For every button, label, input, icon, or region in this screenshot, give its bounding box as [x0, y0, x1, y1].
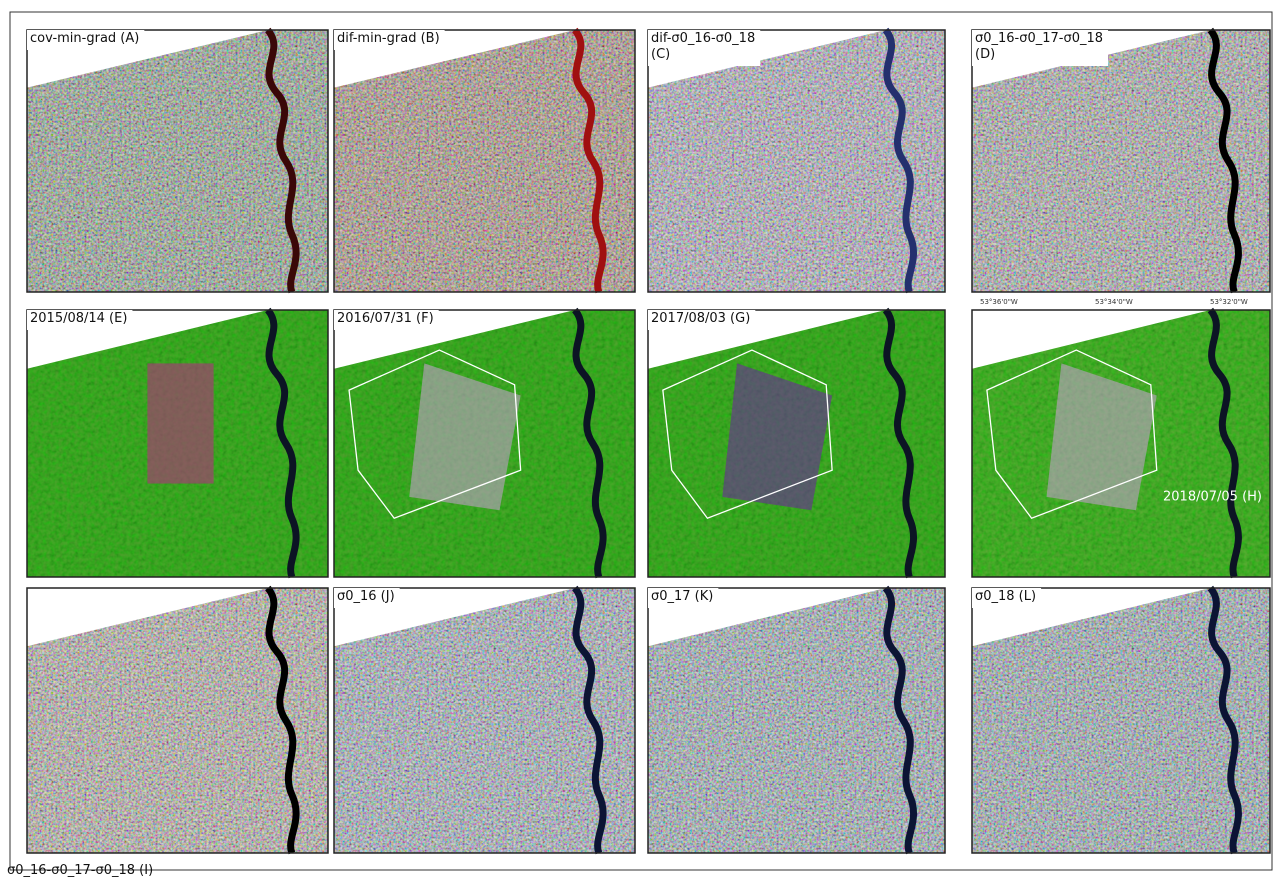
label-background — [648, 588, 719, 608]
river — [575, 310, 603, 577]
panel-border — [647, 587, 946, 854]
label-background — [334, 30, 445, 50]
coordinate-label: 53°36'0"W — [980, 298, 1018, 306]
river — [1210, 30, 1238, 292]
label-line: 2018/07/05 (H) — [1163, 489, 1262, 504]
panel-border — [333, 309, 636, 578]
panel-border — [333, 29, 636, 293]
figure-frame — [9, 11, 1273, 871]
panel-border — [333, 587, 636, 854]
river — [268, 588, 296, 853]
river — [1210, 310, 1238, 577]
label-background — [648, 30, 761, 66]
river — [886, 588, 914, 853]
panel-label: σ0_16-σ0_17-σ0_18 (D) — [975, 31, 1103, 62]
panel-label: σ0_17 (K) — [651, 589, 713, 604]
clearing — [409, 363, 521, 511]
label-line: 2017/08/03 (G) — [651, 311, 750, 326]
panel-label: σ0_16 (J) — [337, 589, 395, 604]
image-panel: 2015/08/14 (E) — [27, 310, 328, 577]
label-line: (C) — [651, 47, 670, 62]
river — [268, 30, 296, 292]
label-line: σ0_18 (L) — [975, 589, 1036, 604]
river — [268, 310, 296, 577]
image-panel: σ0_16 (J) — [334, 588, 635, 853]
image-panel: 2018/07/05 (H) 53°36'0"W 53°34'0"W 53°32'0"… — [972, 298, 1270, 577]
clearing — [1046, 363, 1157, 511]
panel-border — [26, 29, 329, 293]
panel-label: 2015/08/14 (E) — [30, 311, 127, 326]
panel-border — [26, 587, 329, 854]
panel-border — [971, 587, 1271, 854]
coordinate-label: 53°34'0"W — [1095, 298, 1133, 306]
river — [1210, 588, 1238, 853]
image-panel: dif-σ0_16-σ0_18 (C) — [648, 30, 945, 292]
label-line: dif-min-grad (B) — [337, 31, 440, 46]
panel-border — [26, 309, 329, 578]
label-line: σ0_16-σ0_17-σ0_18 (I) — [7, 863, 153, 878]
clearing — [147, 363, 214, 484]
label-background — [334, 310, 439, 330]
image-panel: σ0_18 (L) — [972, 588, 1270, 853]
panel-label: 2016/07/31 (F) — [337, 311, 434, 326]
image-panel: cov-min-grad (A) — [27, 30, 328, 292]
label-background — [334, 588, 400, 608]
river — [575, 588, 603, 853]
label-line: 2015/08/14 (E) — [30, 311, 127, 326]
label-background — [972, 30, 1109, 66]
label-line: cov-min-grad (A) — [30, 31, 139, 46]
label-background — [27, 30, 145, 50]
image-panel: 2017/08/03 (G) — [648, 310, 945, 577]
label-line: 2016/07/31 (F) — [337, 311, 434, 326]
label-line: (D) — [975, 47, 995, 62]
label-background — [972, 588, 1042, 608]
panel-border — [647, 309, 946, 578]
panel-label: cov-min-grad (A) — [30, 31, 139, 46]
panel-border — [971, 309, 1271, 578]
panel-label: σ0_18 (L) — [975, 589, 1036, 604]
river — [575, 30, 603, 292]
river — [886, 30, 914, 292]
panel-label: σ0_16-σ0_17-σ0_18 (I) — [7, 863, 153, 878]
panel-border — [647, 29, 946, 293]
boundary — [662, 349, 833, 520]
coordinate-label: 53°32'0"W — [1210, 298, 1248, 306]
clearing — [722, 363, 833, 511]
panel-label: 2017/08/03 (G) — [651, 311, 750, 326]
label-background — [648, 310, 756, 330]
label-line: dif-σ0_16-σ0_18 — [651, 31, 755, 46]
image-panel: dif-min-grad (B) — [334, 30, 635, 292]
boundary — [986, 349, 1158, 520]
no-data-wedge — [972, 310, 1211, 369]
label-line: σ0_16-σ0_17-σ0_18 — [975, 31, 1103, 46]
label-line: σ0_16 (J) — [337, 589, 395, 604]
image-panel: σ0_16-σ0_17-σ0_18 (I) — [7, 588, 328, 878]
river — [886, 310, 914, 577]
panel-label: 2018/07/05 (H) — [1163, 489, 1262, 504]
boundary — [348, 349, 522, 520]
image-panel: 2016/07/31 (F) — [334, 310, 635, 577]
image-panel: σ0_17 (K) — [648, 588, 945, 853]
panel-border — [971, 29, 1271, 293]
panel-label: dif-σ0_16-σ0_18 (C) — [651, 31, 755, 62]
label-line: σ0_17 (K) — [651, 589, 713, 604]
panel-label: dif-min-grad (B) — [337, 31, 440, 46]
image-panel: σ0_16-σ0_17-σ0_18 (D) — [972, 30, 1270, 292]
label-background — [27, 310, 133, 330]
